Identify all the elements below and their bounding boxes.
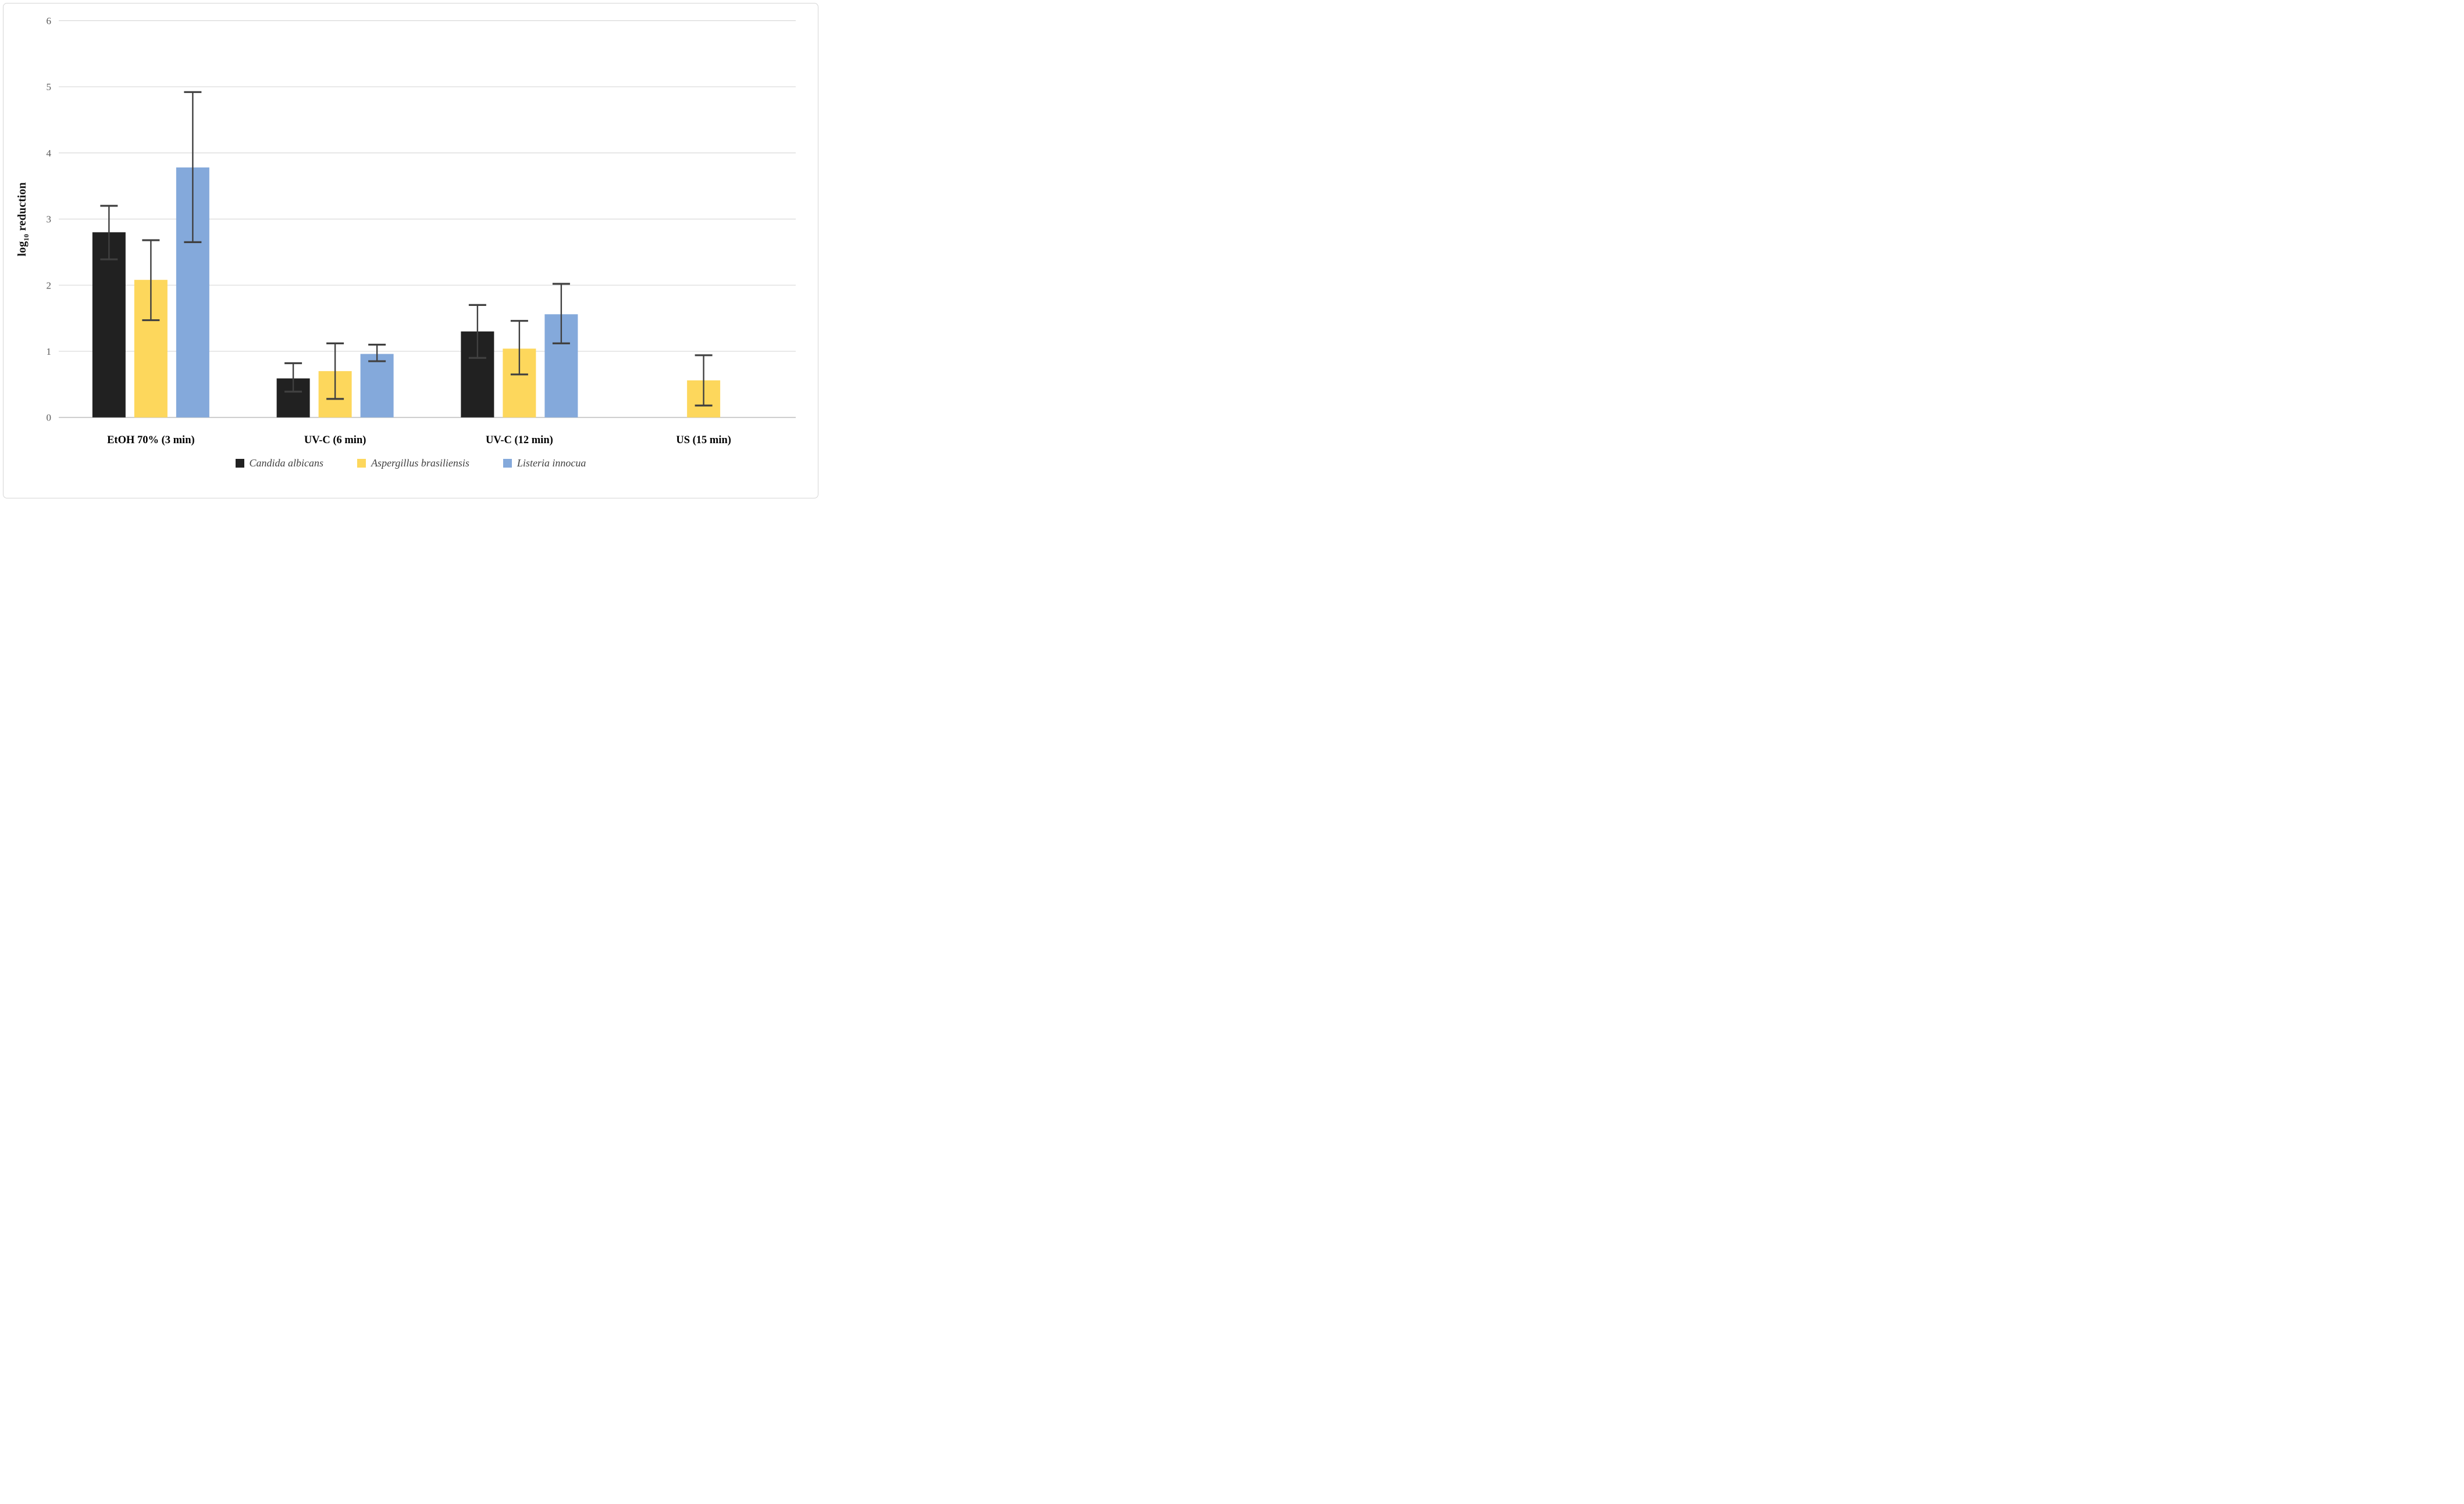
plot-area: 0 1 2 3 4 5 6 EtOH 70% (3 min) UV-C (6 min) UV-C … <box>47 16 796 446</box>
legend-swatch-icon <box>357 459 366 468</box>
x-category-label: UV-C (12 min) <box>486 434 553 446</box>
y-tick-label: 5 <box>47 81 52 92</box>
legend-label: Listeria innocua <box>517 457 586 469</box>
chart-legend: Candida albicans Aspergillus brasiliensis… <box>0 457 821 469</box>
y-tick-label: 1 <box>47 346 52 357</box>
bar <box>360 354 394 418</box>
legend-label: Aspergillus brasiliensis <box>371 457 469 469</box>
y-tick-label: 4 <box>47 148 52 159</box>
y-tick-label: 3 <box>47 214 52 225</box>
chart-figure: log10 reduction 0 1 2 3 4 5 6 EtOH 70% (3 min) U… <box>0 0 821 501</box>
legend-item: Candida albicans <box>235 457 324 469</box>
legend-item: Aspergillus brasiliensis <box>357 457 469 469</box>
y-tick-label: 6 <box>47 16 52 27</box>
x-category-label: EtOH 70% (3 min) <box>107 434 195 446</box>
legend-item: Listeria innocua <box>503 457 586 469</box>
legend-label: Candida albicans <box>249 457 324 469</box>
x-category-label: US (15 min) <box>676 434 731 446</box>
legend-swatch-icon <box>235 459 244 468</box>
y-tick-label: 0 <box>47 412 52 423</box>
legend-swatch-icon <box>503 459 512 468</box>
y-tick-label: 2 <box>47 280 52 291</box>
x-category-label: UV-C (6 min) <box>304 434 366 446</box>
bar <box>92 232 126 418</box>
